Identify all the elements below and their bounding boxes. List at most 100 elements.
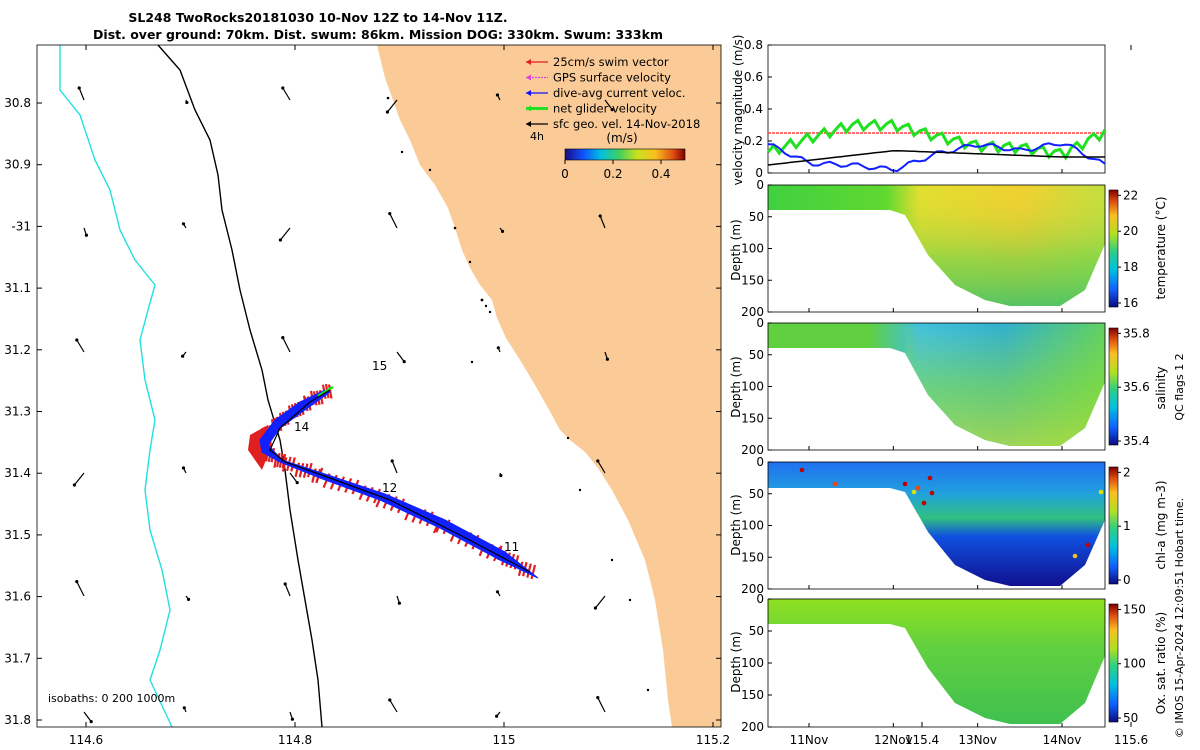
sfc-geo-track (269, 389, 531, 573)
geo-vector (604, 99, 613, 110)
geo-vector (76, 339, 85, 353)
geo-vector-head (598, 214, 602, 218)
section-ytick-label: 150 (741, 550, 764, 564)
map-ytick-label: 30.9 (4, 158, 31, 172)
map-colorbar-tick-label: 0 (561, 167, 569, 181)
map-legend: 25cm/s swim vector GPS surface velocitydi… (526, 55, 700, 131)
map-axis-ticks: 114.6114.8115115.2115.4115.6115.830.830.… (4, 45, 1148, 747)
section-colorbar (1108, 603, 1119, 723)
geo-vector-head (295, 481, 299, 485)
geo-vector-head (72, 483, 76, 487)
swim-vector (281, 457, 288, 472)
map-ytick-label: 31.2 (4, 343, 31, 357)
velocity-ytick-label: 0.6 (744, 70, 763, 84)
geo-vector (597, 460, 606, 474)
islands (386, 96, 650, 692)
credit-note: © IMOS 15-Apr-2024 12:09:51 Hobart time. (1173, 498, 1186, 738)
geo-vector (83, 711, 92, 722)
section-ytick-label: 0 (756, 455, 764, 469)
legend-arrowhead (526, 74, 531, 81)
map-colorbar (564, 148, 686, 161)
geo-vector-head (186, 597, 191, 601)
geostrophic-velocity-vectors (72, 86, 614, 724)
map-xtick-label: 115 (493, 733, 516, 747)
section-ytick-label: 100 (741, 656, 764, 670)
day-labels: 11 12 14 15 (294, 359, 519, 554)
geo-vector-head (388, 212, 392, 216)
swim-vector (327, 384, 333, 399)
section-colorbar-tick-label: 2 (1123, 465, 1131, 479)
section-colorbar-tick-label: 22 (1123, 188, 1138, 202)
geo-vector-head (495, 93, 500, 97)
section-colorbar-tick-label: 35.4 (1123, 434, 1150, 448)
geo-vector (289, 472, 298, 483)
map-ytick-label: -31 (11, 219, 31, 233)
section-colorbar-tick-label: 20 (1123, 224, 1138, 238)
map-ytick-label: 31.8 (4, 713, 31, 727)
section-colorbars: 22 20 18 16 35.8 35.6 35.4 2 1 0 150 100 50 (1108, 188, 1150, 725)
legend-4h: 4h (530, 130, 544, 143)
chl-a-depth-label: Depth (m) (729, 494, 743, 555)
section-ytick-label: 200 (741, 720, 764, 734)
map-ytick-label: 31.4 (4, 466, 31, 480)
section-colorbar (1108, 189, 1119, 308)
map-colorbar-label: (m/s) (606, 131, 637, 145)
map-xtick-label: 115.2 (696, 733, 730, 747)
section-colorbar (1108, 327, 1119, 446)
section-colorbar-tick-label: 150 (1123, 602, 1146, 616)
chl-a-cbar-label: chl-a (mg m-3) (1154, 480, 1168, 569)
legend-arrowhead (526, 121, 531, 127)
map-ytick-label: 31.6 (4, 590, 31, 604)
section-ytick-label: 0 (756, 592, 764, 606)
legend-label: net glider velocity (553, 102, 657, 116)
velocity-ytick-label: 0.4 (744, 102, 763, 116)
day-label: 12 (382, 481, 397, 495)
chl-a-qc-markers (799, 467, 1104, 559)
geo-vector-head (596, 459, 600, 463)
geo-vector-head (605, 357, 610, 361)
velocity-axis-ticks: 0 0.2 0.4 0.6 0.8 (744, 38, 772, 180)
section-ytick-label: 0 (756, 178, 764, 192)
velocity-ytick-label: 0.2 (744, 134, 763, 148)
geo-vector (391, 460, 398, 474)
geo-vector-head (185, 100, 189, 105)
salinity-section (768, 323, 1105, 446)
section-colorbar-tick-label: 35.6 (1123, 380, 1150, 394)
geo-vector-head (610, 108, 614, 112)
legend-label: dive-avg current veloc. (553, 86, 686, 100)
map-colorbar-ticks: 0 0.2 0.4 (561, 160, 671, 181)
map-xtick-label: 115.6 (1114, 733, 1148, 747)
section-ytick-label: 200 (741, 305, 764, 319)
map-ytick-label: 31.1 (4, 281, 31, 295)
dive-avg-current-track (259, 389, 539, 579)
geo-vector (594, 595, 606, 609)
geo-vector (282, 337, 291, 353)
section-panels: 0501001502000501001502000501001502000501… (729, 169, 1186, 747)
geo-vector-head (181, 466, 186, 470)
velocity-series-line (767, 149, 1105, 166)
section-ytick-label: 200 (741, 582, 764, 596)
geo-vector-head (593, 606, 598, 610)
map-ytick-label: 31.7 (4, 651, 31, 665)
geo-vector-head (283, 582, 287, 586)
geo-vector-head (596, 696, 600, 700)
section-ytick-label: 50 (749, 348, 764, 362)
qc-flags-note: QC flags 1 2 (1173, 353, 1186, 420)
geo-vector-head (495, 590, 500, 594)
net-glider-track (317, 385, 334, 398)
section-colorbar (1108, 466, 1119, 585)
oxygen-cbar-label: Ox. sat. ratio (%) (1154, 612, 1168, 714)
isobaths-label: isobaths: 0 200 1000m (48, 692, 175, 705)
section-ytick-label: 100 (741, 380, 764, 394)
figure-title-line1: SL248 TwoRocks20181030 10-Nov 12Z to 14-… (128, 10, 507, 25)
geo-vector-head (290, 717, 294, 721)
salinity-depth-label: Depth (m) (729, 356, 743, 417)
velocity-series (766, 118, 1107, 173)
section-colorbar-tick-label: 1 (1123, 519, 1131, 533)
velocity-ylabel: velocity magnitude (m/s) (731, 35, 745, 186)
land-mass (377, 45, 721, 727)
section-ytick-label: 50 (749, 624, 764, 638)
temperature-deep-field (905, 185, 1105, 306)
